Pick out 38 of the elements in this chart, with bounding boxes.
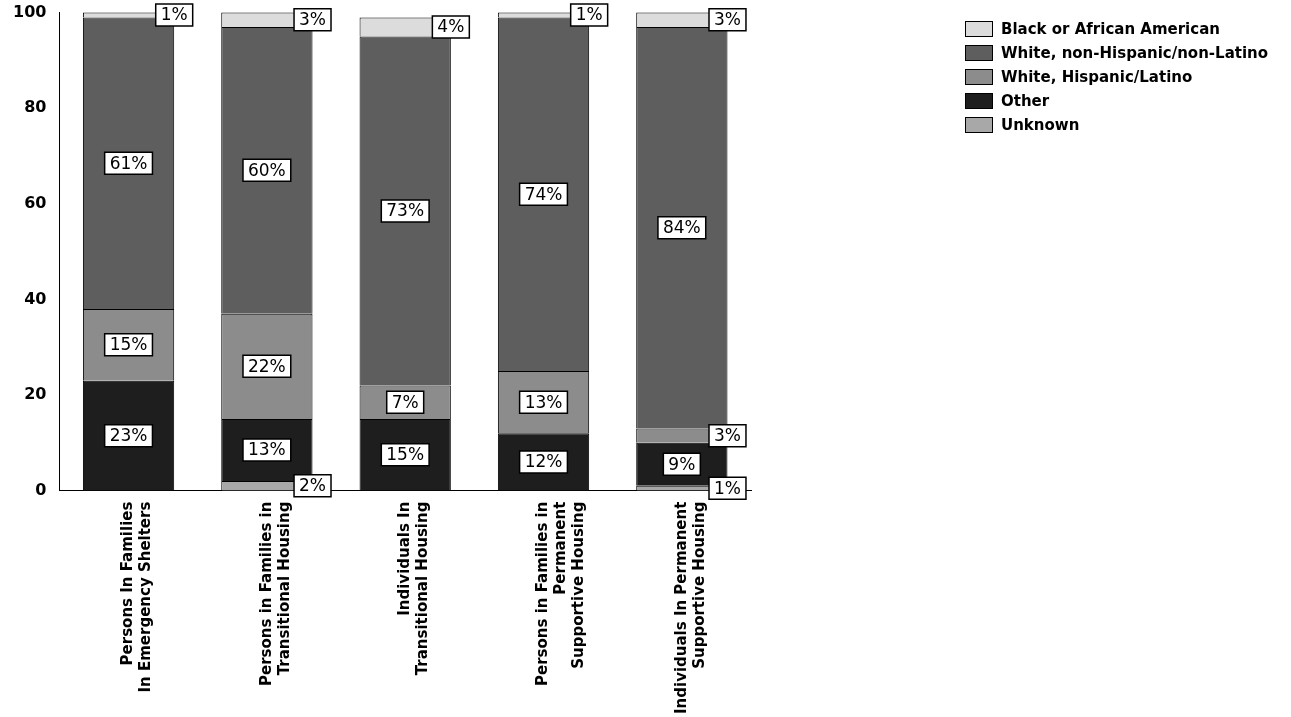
data-label: 9% (668, 453, 696, 474)
x-tick-label: Persons in Families in Permanent Supportive Housing (533, 501, 588, 686)
y-tick-label: 100 (12, 1, 47, 21)
data-label: 13% (524, 391, 563, 412)
legend-label: Other (1001, 92, 1050, 110)
data-label: 15% (386, 444, 425, 465)
text: White, non-Hispanic/non-Latino (1001, 44, 1269, 62)
data-label: 22% (247, 355, 286, 376)
data-label: 13% (247, 439, 286, 460)
data-label: 61% (109, 152, 148, 173)
data-label: 1% (713, 477, 741, 498)
data-label: 3% (713, 9, 741, 30)
legend-label: White, Hispanic/Latino (1001, 68, 1193, 86)
data-label: 74% (524, 183, 563, 204)
data-label: 60% (247, 159, 286, 180)
data-label: 3% (713, 425, 741, 446)
x-tick-label: Individuals In Permanent Supportive Housing (671, 501, 708, 714)
x-tick-label: Persons in Families in Transitional Housing (256, 501, 293, 686)
x-tick-label: Persons In Families In Emergency Shelters (118, 501, 155, 693)
x-tick-label: Individuals In Transitional Housing (395, 501, 432, 676)
legend-label: Unknown (1001, 116, 1080, 134)
y-tick-label: 0 (35, 479, 47, 499)
data-label: 1% (575, 4, 603, 25)
y-tick-label: 20 (24, 384, 47, 404)
data-label: 4% (437, 16, 465, 37)
data-label: 15% (109, 334, 148, 355)
y-tick-label: 60 (24, 192, 47, 212)
data-label: 73% (386, 200, 425, 221)
data-label: 7% (391, 391, 419, 412)
data-label: 1% (160, 4, 188, 25)
data-label: 23% (109, 425, 148, 446)
data-label: 2% (299, 475, 327, 496)
y-tick-label: 80 (24, 97, 47, 117)
legend-label: Black or African American (1001, 20, 1220, 38)
y-tick-label: 40 (24, 288, 47, 308)
data-label: 84% (662, 217, 701, 238)
data-label: 3% (299, 9, 327, 30)
data-label: 12% (524, 451, 563, 472)
